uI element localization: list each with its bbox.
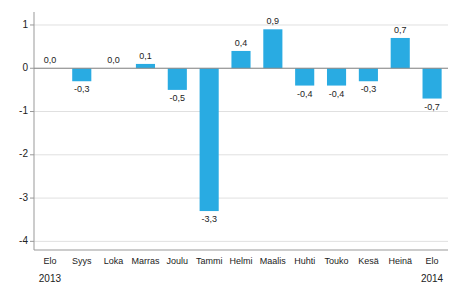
category-label: Helmi: [229, 256, 252, 266]
bar: [168, 68, 187, 90]
data-label: 0,4: [235, 38, 248, 48]
grid: [34, 25, 448, 241]
bar: [391, 38, 410, 68]
category-label: Syys: [72, 256, 92, 266]
axis-line: [34, 250, 448, 251]
category-label: Joulu: [167, 256, 189, 266]
grid-line: [34, 68, 448, 69]
category-label: Touko: [325, 256, 349, 266]
chart-container: -4 -3 -2 -1 0 1 0,0 -0,3 0,0 0,1 -0,5 -3,3 0,4 0,9 -0,…: [0, 0, 454, 302]
data-label: -0,7: [424, 102, 440, 112]
data-label: 0,0: [107, 55, 120, 65]
data-label: -0,4: [297, 89, 313, 99]
category-label: Elo: [426, 256, 439, 266]
grid-line: [34, 241, 448, 242]
tick-label: 1: [22, 19, 28, 30]
chart: -4 -3 -2 -1 0 1 0,0 -0,3 0,0 0,1 -0,5 -3,3 0,4 0,9 -0,…: [0, 0, 454, 302]
tick-mark: [30, 24, 34, 25]
category-label: Tammi: [196, 256, 223, 266]
category-label: Kesä: [358, 256, 379, 266]
tick-mark: [30, 154, 34, 155]
data-label: 0,9: [267, 16, 280, 26]
category-label: Huhti: [294, 256, 315, 266]
category-label: Maalis: [260, 256, 287, 266]
category-label: Elo: [43, 256, 56, 266]
tick-label: -4: [19, 235, 28, 246]
tick-label: -1: [19, 105, 28, 116]
data-label: 0,7: [394, 25, 407, 35]
axis-line: [34, 12, 35, 250]
category-label: Loka: [104, 256, 124, 266]
zero-line: [34, 68, 448, 69]
annotation: 2013: [39, 273, 62, 284]
data-label: 0,0: [44, 55, 57, 65]
bar: [423, 68, 442, 98]
data-label: -3,3: [201, 214, 217, 224]
bar: [72, 68, 91, 81]
bar: [231, 51, 250, 68]
bars: [72, 29, 441, 211]
tick-mark: [30, 68, 34, 69]
data-label: 0,1: [139, 51, 152, 61]
grid-line: [34, 198, 448, 199]
category-label: Marras: [131, 256, 160, 266]
data-label: -0,3: [361, 84, 377, 94]
bar: [327, 68, 346, 85]
category-label: Heinä: [388, 256, 412, 266]
tick-mark: [30, 241, 34, 242]
grid-line: [34, 111, 448, 112]
annotation: 2014: [421, 273, 444, 284]
tick-mark: [30, 111, 34, 112]
bar: [200, 68, 219, 211]
grid-line: [34, 154, 448, 155]
tick-label: 0: [22, 62, 28, 73]
data-labels: 0,0 -0,3 0,0 0,1 -0,5 -3,3 0,4 0,9 -0,4 -0,4 -0,3 0…: [44, 16, 440, 224]
data-label: -0,5: [170, 93, 186, 103]
tick-label: -2: [19, 148, 28, 159]
bar: [295, 68, 314, 85]
data-label: -0,4: [329, 89, 345, 99]
tick-mark: [30, 198, 34, 199]
tick-label: -3: [19, 192, 28, 203]
bar: [136, 64, 155, 68]
y-axis: -4 -3 -2 -1 0 1: [19, 12, 448, 250]
grid-line: [34, 24, 448, 25]
x-axis: Elo Syys Loka Marras Joulu Tammi Helmi Maalis Hu…: [43, 256, 438, 266]
data-label: -0,3: [74, 84, 90, 94]
bar: [359, 68, 378, 81]
bar: [263, 29, 282, 68]
